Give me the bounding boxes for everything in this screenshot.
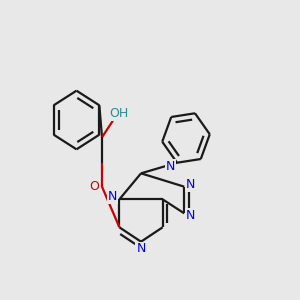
Text: N: N (136, 242, 146, 256)
Text: N: N (186, 178, 196, 191)
Text: N: N (186, 209, 196, 222)
Text: O: O (90, 180, 99, 193)
Text: N: N (108, 190, 118, 203)
Text: OH: OH (110, 107, 129, 120)
Text: N: N (166, 160, 175, 172)
